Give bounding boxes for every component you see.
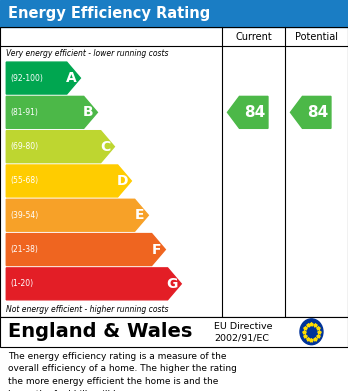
Text: (69-80): (69-80): [11, 142, 39, 151]
Text: Not energy efficient - higher running costs: Not energy efficient - higher running co…: [6, 305, 168, 314]
Text: (55-68): (55-68): [11, 176, 39, 185]
Text: Very energy efficient - lower running costs: Very energy efficient - lower running co…: [6, 49, 168, 59]
Text: Energy Efficiency Rating: Energy Efficiency Rating: [8, 6, 210, 21]
Text: (39-54): (39-54): [11, 211, 39, 220]
Bar: [0, 27, 348, 317]
Polygon shape: [6, 131, 114, 163]
Bar: [0, 317, 348, 347]
Text: (21-38): (21-38): [11, 245, 39, 254]
Text: D: D: [117, 174, 128, 188]
Text: (92-100): (92-100): [11, 74, 44, 83]
Polygon shape: [6, 233, 165, 265]
Polygon shape: [6, 165, 131, 197]
Text: The energy efficiency rating is a measure of the
overall efficiency of a home. T: The energy efficiency rating is a measur…: [8, 352, 237, 391]
Polygon shape: [6, 62, 80, 94]
Text: F: F: [152, 242, 161, 256]
Text: 84: 84: [308, 105, 329, 120]
Text: EU Directive: EU Directive: [214, 322, 272, 331]
Polygon shape: [228, 97, 268, 128]
Text: B: B: [83, 105, 94, 119]
Text: E: E: [135, 208, 144, 222]
Text: (81-91): (81-91): [11, 108, 39, 117]
Text: (1-20): (1-20): [11, 279, 34, 288]
Bar: [0, 0, 348, 27]
Polygon shape: [6, 199, 148, 231]
Text: G: G: [167, 277, 178, 291]
Text: 2002/91/EC: 2002/91/EC: [214, 333, 269, 342]
Polygon shape: [6, 268, 181, 300]
Circle shape: [300, 319, 323, 345]
Text: A: A: [66, 71, 77, 85]
Polygon shape: [6, 97, 97, 128]
Text: England & Wales: England & Wales: [8, 322, 192, 341]
Text: Current: Current: [235, 32, 272, 42]
Text: 84: 84: [245, 105, 266, 120]
Polygon shape: [291, 97, 331, 128]
Text: Potential: Potential: [295, 32, 338, 42]
Text: C: C: [100, 140, 111, 154]
